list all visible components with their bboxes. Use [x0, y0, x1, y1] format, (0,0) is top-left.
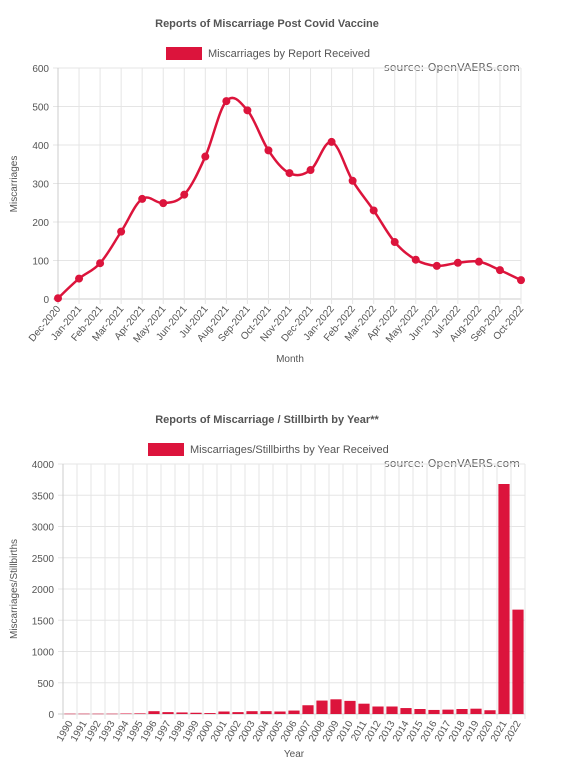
chart2-y-ticks: 0 500 1000 1500 2000 2500 3000 3500 4000	[32, 460, 55, 721]
miscarriage-line-chart: Reports of Miscarriage Post Covid Vaccin…	[9, 18, 527, 365]
chart2-bar[interactable]	[246, 711, 258, 714]
chart1-data-point[interactable]	[306, 166, 315, 175]
chart2-bar[interactable]	[288, 710, 300, 714]
chart2-bar[interactable]	[162, 712, 174, 714]
chart1-data-point[interactable]	[390, 238, 399, 247]
chart1-data-point[interactable]	[75, 274, 84, 283]
chart1-y-tick-label: 600	[32, 64, 49, 75]
chart2-bar[interactable]	[64, 713, 76, 715]
chart2-bar[interactable]	[372, 706, 384, 715]
chart1-legend-label[interactable]: Miscarriages by Report Received	[208, 48, 370, 60]
chart2-x-ticks: 1990199119921993199419951996199719981999…	[55, 719, 524, 744]
chart2-bar[interactable]	[148, 711, 160, 714]
chart2-bar[interactable]	[470, 708, 482, 714]
chart1-data-point[interactable]	[453, 258, 462, 267]
chart1-y-ticks: 0 100 200 300 400 500 600	[32, 64, 49, 306]
chart2-bar[interactable]	[106, 713, 118, 715]
chart2-x-axis-label: Year	[284, 749, 305, 760]
chart2-bar[interactable]	[260, 711, 272, 714]
chart1-data-point[interactable]	[201, 152, 210, 161]
chart2-y-tick-label: 500	[37, 679, 54, 690]
chart1-data-point[interactable]	[369, 206, 378, 215]
chart2-bar[interactable]	[442, 709, 454, 714]
chart2-y-axis-label: Miscarriages/Stillbirths	[9, 539, 20, 639]
chart1-data-point[interactable]	[517, 276, 525, 285]
chart2-bar[interactable]	[498, 484, 510, 714]
chart2-marks	[64, 484, 524, 715]
chart2-bar[interactable]	[414, 709, 426, 714]
chart2-bar[interactable]	[344, 700, 356, 714]
chart1-data-point[interactable]	[159, 199, 168, 208]
chart2-legend-label[interactable]: Miscarriages/Stillbirths by Year Receive…	[190, 444, 389, 456]
chart1-data-point[interactable]	[96, 259, 105, 268]
chart2-y-tick-label: 2500	[32, 554, 55, 565]
chart2-title: Reports of Miscarriage / Stillbirth by Y…	[155, 414, 379, 426]
chart2-bar[interactable]	[386, 706, 398, 715]
chart1-marks	[54, 96, 525, 303]
chart2-bar[interactable]	[232, 712, 244, 714]
chart1-y-tick-label: 500	[32, 103, 49, 114]
chart2-bar[interactable]	[204, 713, 216, 714]
chart2-bar[interactable]	[428, 709, 440, 714]
chart1-data-point[interactable]	[264, 146, 273, 155]
chart2-bar[interactable]	[190, 712, 202, 714]
chart2-y-tick-label: 1500	[32, 616, 55, 627]
chart2-y-tick-label: 4000	[32, 460, 55, 471]
chart2-y-tick-label: 2000	[32, 585, 55, 596]
chart1-x-ticks: Dec-2020Jan-2021Feb-2021Mar-2021Apr-2021…	[27, 304, 527, 345]
chart2-bar[interactable]	[456, 709, 468, 714]
chart1-data-point[interactable]	[54, 294, 62, 303]
chart1-title: Reports of Miscarriage Post Covid Vaccin…	[155, 18, 379, 30]
chart1-data-point[interactable]	[180, 190, 189, 199]
stillbirth-bar-chart: Reports of Miscarriage / Stillbirth by Y…	[9, 414, 526, 760]
chart2-bar[interactable]	[274, 711, 286, 715]
chart2-bar[interactable]	[78, 713, 90, 715]
chart1-data-point[interactable]	[222, 97, 231, 106]
chart2-x-tick-label: 2022	[503, 719, 524, 744]
chart2-grid	[58, 463, 526, 719]
chart1-data-point[interactable]	[474, 257, 483, 266]
chart2-y-tick-label: 0	[48, 710, 54, 721]
chart2-bar[interactable]	[92, 713, 104, 715]
chart2-bar[interactable]	[330, 699, 342, 714]
chart1-data-point[interactable]	[243, 106, 252, 115]
chart1-data-point[interactable]	[117, 227, 126, 236]
chart1-data-point[interactable]	[327, 137, 336, 146]
chart2-bar[interactable]	[484, 710, 496, 714]
chart1-y-axis-label: Miscarriages	[9, 156, 20, 213]
chart2-bar[interactable]	[120, 713, 132, 715]
chart2-bar[interactable]	[316, 700, 328, 714]
chart1-data-point[interactable]	[495, 266, 504, 275]
chart1-data-point[interactable]	[348, 176, 357, 185]
chart2-bar[interactable]	[400, 708, 412, 714]
chart2-y-tick-label: 1000	[32, 648, 55, 659]
chart1-y-tick-label: 200	[32, 218, 49, 229]
chart2-bar[interactable]	[176, 712, 188, 714]
chart2-y-tick-label: 3500	[32, 491, 55, 502]
chart1-data-point[interactable]	[432, 261, 441, 270]
chart2-bar[interactable]	[512, 609, 524, 714]
chart2-bar[interactable]	[218, 711, 230, 715]
chart1-legend-swatch[interactable]	[166, 47, 202, 60]
chart1-data-point[interactable]	[411, 255, 420, 264]
chart1-y-tick-label: 0	[43, 295, 49, 306]
chart1-y-tick-label: 100	[32, 257, 49, 268]
chart2-legend-swatch[interactable]	[148, 443, 184, 456]
chart1-x-axis-label: Month	[276, 354, 304, 365]
chart1-y-tick-label: 400	[32, 141, 49, 152]
chart1-data-point[interactable]	[138, 194, 147, 203]
chart1-data-point[interactable]	[285, 169, 294, 178]
chart2-bar[interactable]	[302, 705, 314, 714]
chart2-bar[interactable]	[134, 713, 146, 714]
chart2-y-tick-label: 3000	[32, 523, 55, 534]
chart1-y-tick-label: 300	[32, 180, 49, 191]
chart2-bar[interactable]	[358, 703, 370, 714]
chart1-grid	[53, 67, 522, 304]
